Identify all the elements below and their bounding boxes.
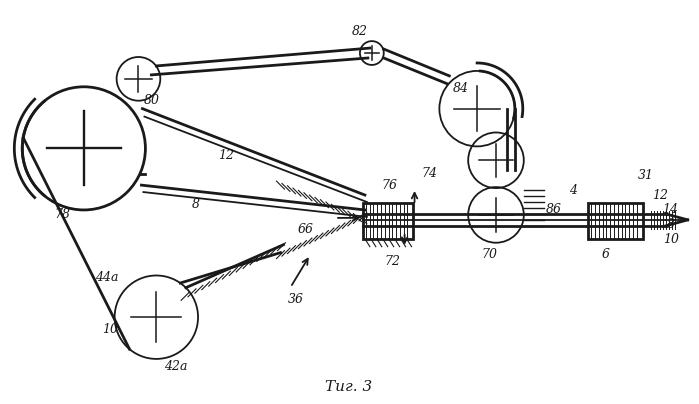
Text: 72: 72 <box>384 255 401 268</box>
Text: 66: 66 <box>297 223 313 236</box>
Text: 80: 80 <box>143 94 159 107</box>
Bar <box>363 203 412 239</box>
Text: 10: 10 <box>101 323 117 336</box>
Text: 36: 36 <box>287 293 303 306</box>
Text: 12: 12 <box>652 189 668 202</box>
Text: 78: 78 <box>54 208 70 221</box>
Text: 42a: 42a <box>164 360 188 373</box>
Text: 14: 14 <box>662 204 678 217</box>
Text: Τиг. 3: Τиг. 3 <box>325 380 373 394</box>
Text: 70: 70 <box>481 248 497 261</box>
Text: 84: 84 <box>453 82 469 95</box>
Text: 12: 12 <box>218 149 234 162</box>
Text: 4: 4 <box>570 183 577 197</box>
Text: 8: 8 <box>192 198 200 211</box>
Text: 10: 10 <box>663 233 679 246</box>
Bar <box>589 203 643 239</box>
Text: 8: 8 <box>667 218 675 231</box>
Text: 76: 76 <box>382 179 398 191</box>
Text: 74: 74 <box>421 167 438 180</box>
Text: 44a: 44a <box>95 271 118 284</box>
Text: 86: 86 <box>546 204 561 217</box>
Text: 6: 6 <box>601 248 610 261</box>
Text: 31: 31 <box>638 169 654 182</box>
Text: 82: 82 <box>352 25 368 38</box>
